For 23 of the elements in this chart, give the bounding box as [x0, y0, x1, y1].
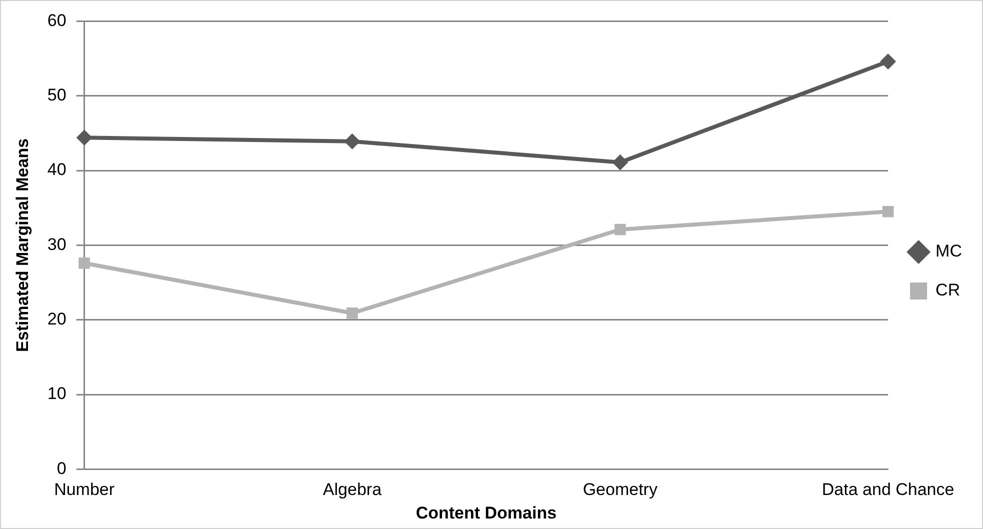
x-tick-label: Algebra: [322, 480, 382, 500]
y-tick-label: 30: [47, 234, 66, 254]
point: [880, 54, 896, 70]
y-tick-label: 40: [47, 160, 66, 180]
point: [346, 307, 358, 319]
y-tick-label: 50: [47, 86, 66, 105]
point: [76, 130, 92, 146]
point: [612, 154, 628, 170]
x-tick-label: Number: [54, 480, 115, 500]
point: [344, 133, 360, 150]
point: [614, 224, 626, 236]
y-tick-label: 60: [47, 10, 66, 30]
y-axis-title: Estimated Marginal Means: [12, 138, 32, 352]
legend-label: MC: [936, 242, 962, 261]
x-axis-title: Content Domains: [416, 503, 557, 522]
y-tick-label: 20: [47, 310, 66, 329]
point: [882, 206, 894, 218]
point: [78, 257, 90, 269]
x-tick-label: Data and Chance: [822, 480, 954, 500]
legend-label: CR: [936, 280, 960, 300]
y-tick-label: 0: [56, 458, 66, 478]
y-tick-label: 10: [47, 384, 66, 404]
x-tick-label: Geometry: [582, 480, 658, 500]
